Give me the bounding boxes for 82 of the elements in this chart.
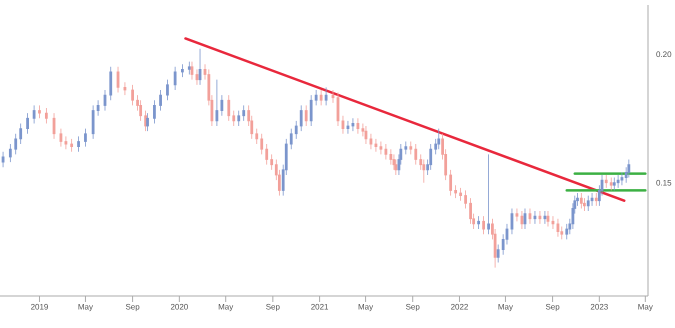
candlestick: [534, 210, 536, 224]
candlestick: [332, 90, 334, 104]
candlestick: [70, 138, 74, 152]
candlestick: [510, 208, 514, 235]
candlestick: [2, 151, 4, 168]
x-tick-label: 2022: [450, 302, 469, 312]
candlestick: [336, 92, 340, 126]
candlestick: [384, 144, 388, 160]
candlestick: [116, 66, 120, 93]
x-tick-label: 2023: [590, 302, 609, 312]
candlestick: [404, 141, 408, 155]
candlestick: [477, 216, 480, 230]
candlestick: [374, 138, 378, 152]
candlestick: [166, 79, 169, 101]
candlestick: [198, 48, 202, 86]
x-tick-label: May: [358, 302, 374, 312]
candlestick: [364, 126, 368, 144]
candlestick: [44, 108, 48, 124]
x-tick-label: Sep: [406, 302, 420, 312]
candlestick: [342, 115, 344, 134]
x-tick-label: Sep: [125, 302, 140, 312]
candlestick: [188, 61, 191, 75]
candlestick: [380, 141, 382, 155]
candlestick: [52, 112, 56, 140]
candlestick: [520, 210, 524, 230]
candlestick: [153, 100, 156, 124]
candlestick: [538, 210, 542, 224]
candlestick: [409, 141, 412, 155]
candlestick: [556, 218, 560, 238]
x-tick-label: 2021: [310, 302, 330, 312]
candlestick: [352, 118, 354, 132]
candlestick: [26, 112, 29, 134]
candlestick: [324, 87, 328, 106]
candlestick: [32, 105, 36, 124]
candlestick: [196, 68, 198, 86]
candlestick: [516, 208, 518, 222]
candlestick: [38, 105, 41, 119]
candlestick: [77, 136, 80, 152]
candlestick: [174, 66, 177, 90]
candlestick: [528, 208, 532, 224]
candlestick: [84, 128, 87, 148]
candlestick: [320, 90, 323, 106]
candlestick: [215, 79, 218, 126]
candlestick: [487, 154, 490, 235]
x-tick-label: May: [498, 302, 514, 312]
x-tick-label: May: [218, 302, 234, 312]
candlestick: [131, 84, 134, 106]
candlestick: [124, 82, 126, 96]
candlestick: [181, 64, 184, 78]
candlestick: [220, 94, 224, 116]
candlestick: [370, 133, 372, 150]
candlestick: [314, 90, 318, 106]
x-tick-label: 2019: [30, 302, 49, 312]
y-tick-label: 0.20: [656, 50, 672, 59]
x-tick-label: May: [638, 302, 653, 312]
x-tick-label: May: [78, 302, 94, 312]
candlestick: [64, 136, 68, 150]
candlestick: [604, 174, 608, 188]
candlestick: [96, 100, 100, 116]
y-tick-label: 0.15: [656, 178, 672, 188]
x-tick-label: 2020: [170, 302, 189, 312]
candlestick: [92, 105, 95, 140]
x-tick-label: Sep: [266, 302, 281, 312]
candlestick: [356, 118, 360, 134]
candlestick: [159, 90, 162, 111]
candlestick: [524, 208, 526, 230]
candlestick: [146, 112, 149, 132]
candlestick: [454, 184, 458, 199]
candlestick: [594, 192, 598, 206]
candlestick: [449, 169, 452, 196]
candlestick: [464, 190, 467, 209]
candlestick: [60, 128, 62, 148]
candlestick: [482, 216, 486, 235]
candlestick: [546, 210, 550, 227]
candlestick: [190, 61, 194, 80]
candlestick: [346, 120, 350, 134]
candlestick: [104, 90, 106, 111]
candlestick: [544, 210, 546, 224]
candlestick: [459, 187, 462, 202]
x-tick-label: Sep: [545, 302, 560, 312]
candlestick: [552, 216, 554, 230]
candlestick: [616, 174, 620, 188]
